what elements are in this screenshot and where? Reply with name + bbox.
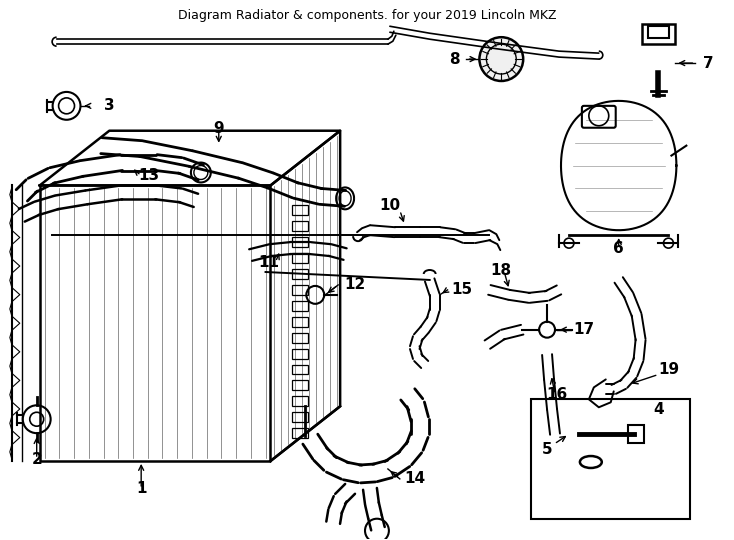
Text: 10: 10 bbox=[379, 198, 401, 213]
Text: 18: 18 bbox=[491, 262, 512, 278]
Text: 17: 17 bbox=[573, 322, 595, 337]
Text: 2: 2 bbox=[32, 451, 42, 467]
Text: 5: 5 bbox=[542, 442, 553, 457]
Text: 11: 11 bbox=[258, 254, 279, 269]
Text: 19: 19 bbox=[658, 362, 679, 377]
Text: 15: 15 bbox=[451, 282, 472, 298]
Text: 8: 8 bbox=[449, 52, 460, 66]
Text: 13: 13 bbox=[139, 168, 160, 183]
Text: 9: 9 bbox=[214, 122, 224, 136]
Text: 3: 3 bbox=[104, 98, 115, 113]
Text: 14: 14 bbox=[404, 471, 425, 487]
Text: 4: 4 bbox=[653, 402, 664, 417]
Text: Diagram Radiator & components. for your 2019 Lincoln MKZ: Diagram Radiator & components. for your … bbox=[178, 9, 556, 22]
Text: 7: 7 bbox=[703, 56, 713, 71]
Text: 1: 1 bbox=[136, 481, 146, 496]
Text: 16: 16 bbox=[546, 387, 567, 402]
Bar bbox=[531, 400, 691, 519]
Text: 6: 6 bbox=[614, 241, 624, 255]
Text: 12: 12 bbox=[344, 278, 366, 293]
Circle shape bbox=[479, 37, 523, 81]
